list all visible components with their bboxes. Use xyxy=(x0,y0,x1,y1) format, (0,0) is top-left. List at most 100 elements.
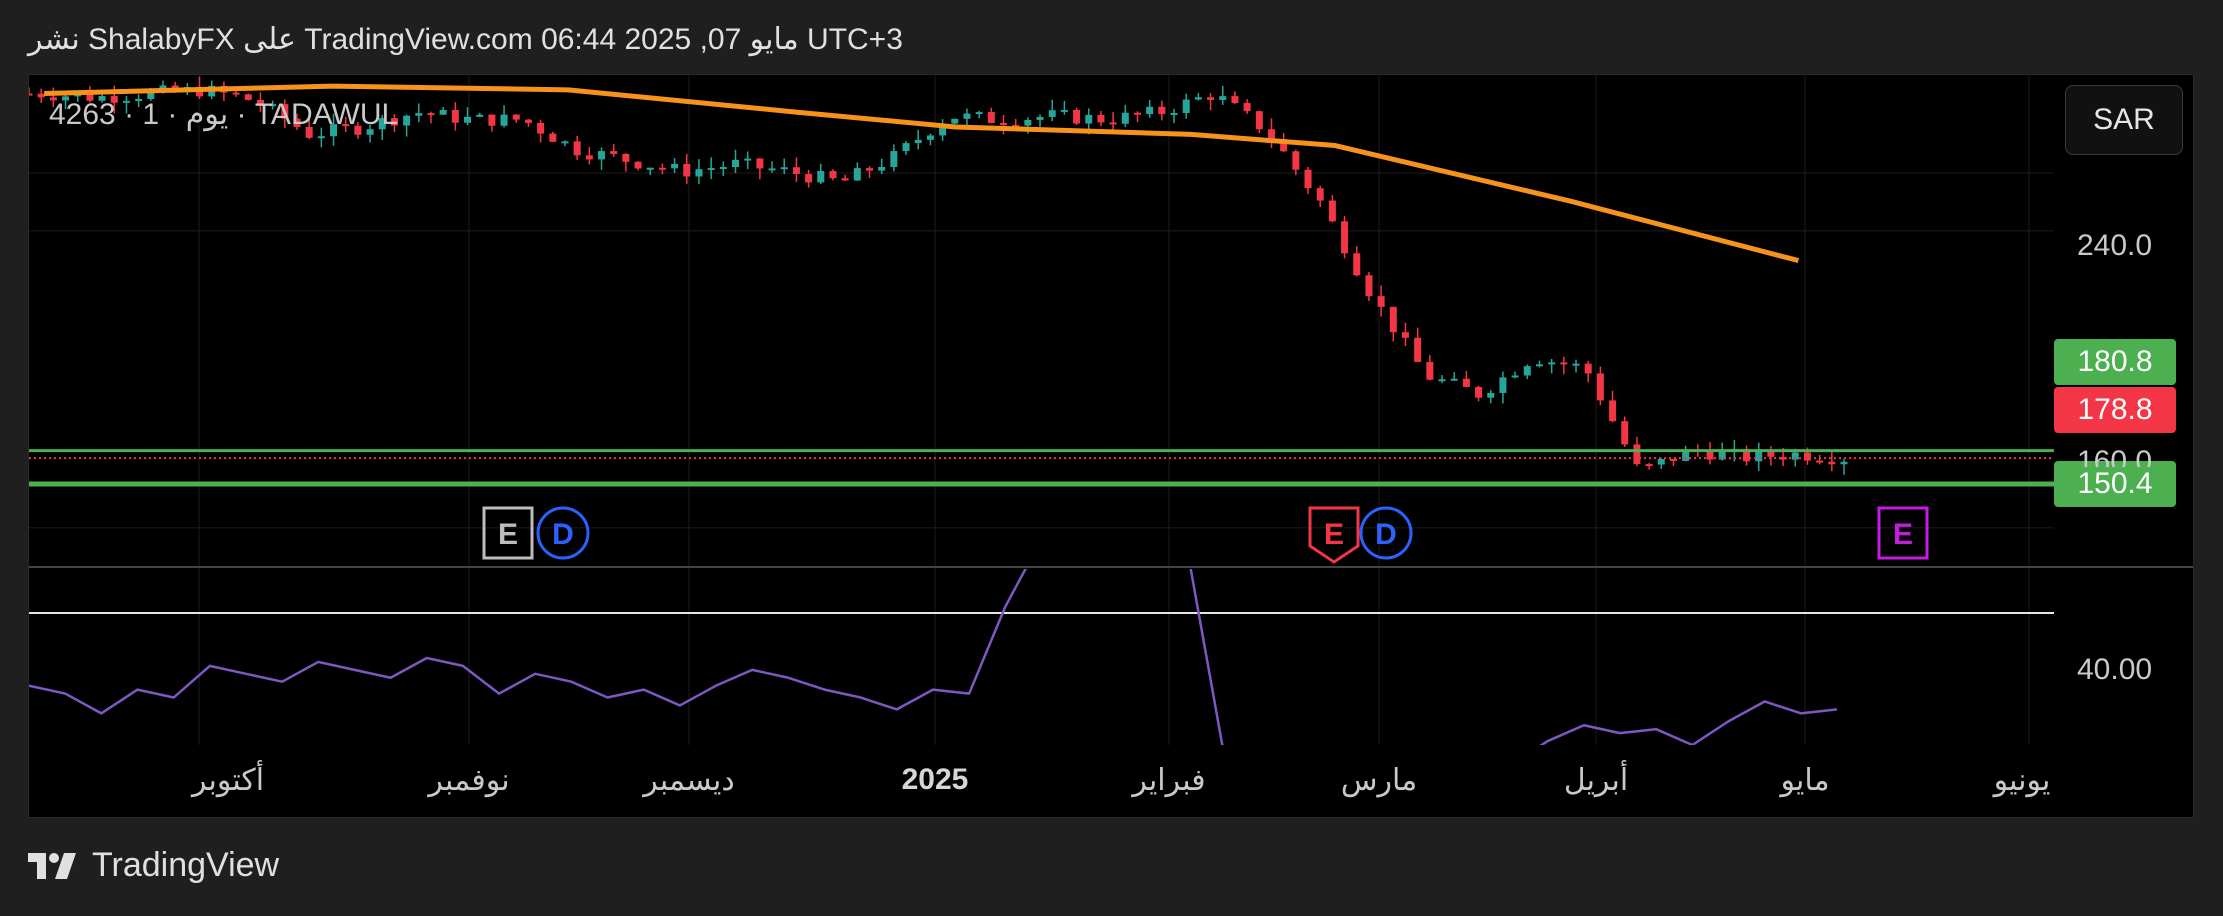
candle-body xyxy=(305,126,313,138)
candle-body xyxy=(1487,392,1495,398)
time-axis-label: نوفمبر xyxy=(428,764,510,797)
candle-body xyxy=(951,118,959,124)
candle-body xyxy=(500,114,508,126)
candle-body xyxy=(598,151,606,160)
candle-body xyxy=(476,114,484,117)
candle-body xyxy=(147,90,155,100)
candle-body xyxy=(1292,151,1300,170)
dividend-marker xyxy=(1359,506,1413,560)
earnings-marker xyxy=(1308,506,1360,564)
candle-body xyxy=(366,129,374,135)
candle-body xyxy=(1535,364,1543,367)
candle-body xyxy=(780,167,788,170)
candle-body xyxy=(1438,379,1446,382)
candle-body xyxy=(439,109,447,115)
candle-body xyxy=(1816,460,1824,463)
tradingview-brand[interactable]: TradingView xyxy=(28,846,279,885)
candle-body xyxy=(110,96,118,103)
publish-header: نشر ShalabyFX على TradingView.com مايو 0… xyxy=(28,23,903,56)
candle-body xyxy=(1803,452,1811,461)
candle-body xyxy=(999,122,1007,125)
candle-body xyxy=(1706,450,1714,460)
candle-body xyxy=(1450,378,1458,381)
candle-body xyxy=(1048,110,1056,117)
candle-body xyxy=(939,123,947,136)
candle-body xyxy=(1621,421,1629,445)
candle-body xyxy=(342,124,350,127)
currency-button[interactable]: SAR xyxy=(2065,85,2183,155)
candle-body xyxy=(1280,139,1288,152)
event-marker-letter: D xyxy=(552,518,574,551)
candle-body xyxy=(122,100,130,103)
candle-body xyxy=(1840,461,1848,465)
candle-body xyxy=(269,104,277,107)
rsi-axis-label: 40.00 xyxy=(2077,653,2153,686)
candle-body xyxy=(1682,449,1690,461)
candle-body xyxy=(744,158,752,161)
earnings-marker xyxy=(482,506,534,560)
candle-body xyxy=(707,168,715,171)
candle-body xyxy=(537,122,545,134)
time-axis-label: ديسمبر xyxy=(643,764,735,797)
candle-body xyxy=(1572,363,1580,366)
brand-name: TradingView xyxy=(92,846,280,884)
candle-body xyxy=(354,125,362,135)
candle-body xyxy=(1316,188,1324,201)
candle-body xyxy=(671,163,679,169)
candle-body xyxy=(29,93,33,96)
candle-body xyxy=(573,141,581,156)
time-axis-label: يونيو xyxy=(1993,764,2051,797)
candle-body xyxy=(1389,306,1397,333)
candle-body xyxy=(975,112,983,115)
candle-body xyxy=(512,114,520,120)
price-tag-180-8: 180.8 xyxy=(2054,339,2176,385)
candle-body xyxy=(902,143,910,152)
candle-body xyxy=(317,136,325,139)
candle-body xyxy=(1462,378,1470,387)
candle-body xyxy=(1645,464,1653,467)
candle-body xyxy=(98,96,106,101)
candle-body xyxy=(1024,119,1032,126)
candle-body xyxy=(841,178,849,181)
price-tag-support: 150.4 xyxy=(2054,461,2176,507)
candle-body xyxy=(1341,221,1349,254)
candle-body xyxy=(1414,337,1422,362)
candle-body xyxy=(1353,253,1361,276)
candle-body xyxy=(1146,106,1154,115)
candle-body xyxy=(1182,99,1190,113)
candle-body xyxy=(232,92,240,95)
candle-body xyxy=(1779,456,1787,460)
event-marker-letter: E xyxy=(1893,518,1913,551)
candle-body xyxy=(1791,452,1799,460)
time-axis-label: 2025 xyxy=(901,763,969,796)
event-marker-letter: D xyxy=(1375,518,1397,551)
candle-body xyxy=(1170,112,1178,115)
candle-body xyxy=(610,151,618,154)
candle-body xyxy=(658,167,666,170)
candle-body xyxy=(1767,450,1775,457)
candle-body xyxy=(683,163,691,177)
candle-body xyxy=(646,167,654,170)
candle-body xyxy=(622,153,630,162)
price-axis-label: 240.0 xyxy=(2077,229,2153,262)
candle-body xyxy=(768,168,776,171)
earnings-marker xyxy=(1877,506,1929,560)
candle-body xyxy=(1365,275,1373,297)
candle-body xyxy=(49,97,57,101)
candle-body xyxy=(1328,200,1336,222)
candle-body xyxy=(1633,444,1641,465)
candle-body xyxy=(378,118,386,130)
candle-body xyxy=(1377,296,1385,307)
candle-body xyxy=(1036,116,1044,120)
candle-body xyxy=(1755,450,1763,462)
symbol-legend[interactable]: 4263 · 1 · يوم · TADAWUL xyxy=(49,98,399,131)
candle-body xyxy=(805,174,813,183)
candle-body xyxy=(1012,124,1020,127)
candle-body xyxy=(1548,362,1556,365)
candle-body xyxy=(549,133,557,142)
candle-body xyxy=(1828,461,1836,465)
candle-body xyxy=(1523,366,1531,376)
candle-body xyxy=(792,167,800,175)
